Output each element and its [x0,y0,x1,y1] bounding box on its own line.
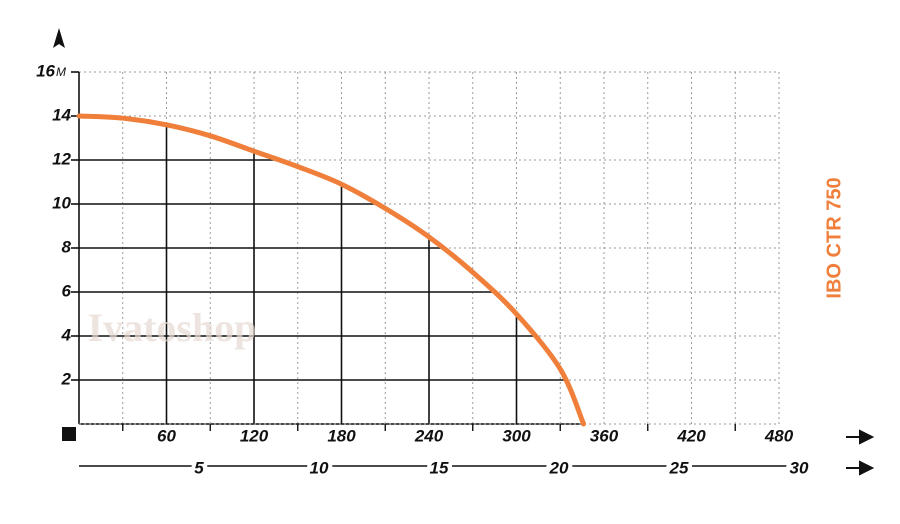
y-tick-label: 2 [61,369,72,388]
series-label: IBO CTR 750 [823,177,845,298]
x2-tick-label: 15 [430,458,449,477]
y-tick-label: 14 [52,105,71,124]
y-tick-label: 6 [62,281,72,300]
y-tick-label: 16 [36,61,55,80]
y-tick-label: 10 [52,193,71,212]
y-unit: M [56,65,66,79]
x-tick-label: 60 [157,426,176,445]
x-tick-label: 480 [764,426,794,445]
x-arrow [846,429,875,445]
y-tick-label: 12 [52,149,71,168]
x2-tick-label: 25 [669,458,689,477]
x-tick-label: 240 [414,426,444,445]
x-tick-label: 180 [327,426,356,445]
x-tick-label: 420 [676,426,706,445]
x2-tick-label: 20 [549,458,569,477]
curve [76,113,587,427]
x2-tick-label: 30 [790,458,809,477]
x2-tick-label: 5 [194,458,204,477]
x-tick-label: 120 [240,426,269,445]
y-tick-label: 8 [62,237,72,256]
x-tick-label: 300 [502,426,531,445]
origin-marker [62,427,76,441]
y-tick-label: 4 [61,325,72,344]
x2-tick-label: 10 [310,458,329,477]
watermark: Ivatoshop [88,305,257,350]
x2-arrow [846,460,875,476]
x-tick-label: 360 [590,426,619,445]
y-arrow [53,28,65,48]
